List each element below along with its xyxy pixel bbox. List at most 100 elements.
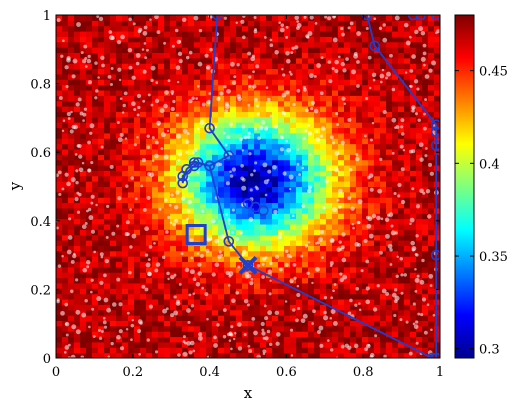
heatmap-cell xyxy=(128,309,135,316)
heatmap-speck xyxy=(229,174,234,178)
heatmap-cell xyxy=(158,84,165,91)
heatmap-cell xyxy=(392,277,399,284)
heatmap-cell xyxy=(56,336,63,343)
heatmap-cell xyxy=(140,165,147,171)
heatmap-cell xyxy=(344,165,351,171)
heatmap-speck xyxy=(131,101,136,107)
heatmap-speck xyxy=(329,317,333,320)
heatmap-cell xyxy=(308,159,315,166)
heatmap-cell xyxy=(290,165,297,171)
heatmap-cell xyxy=(68,299,75,305)
heatmap-cell xyxy=(236,299,243,305)
heatmap-cell xyxy=(350,261,357,268)
heatmap-cell xyxy=(386,197,393,204)
heatmap-cell xyxy=(230,224,237,230)
heatmap-cell xyxy=(326,299,333,305)
heatmap-cell xyxy=(98,234,105,241)
heatmap-cell xyxy=(368,191,375,198)
heatmap-speck xyxy=(327,339,330,342)
heatmap-cell xyxy=(314,336,321,343)
heatmap-cell xyxy=(296,256,303,263)
heatmap-cell xyxy=(146,79,153,86)
heatmap-cell xyxy=(278,181,285,187)
heatmap-cell xyxy=(176,25,183,32)
heatmap-speck xyxy=(422,43,427,48)
heatmap-cell xyxy=(278,68,285,75)
heatmap-speck xyxy=(386,213,391,217)
heatmap-cell xyxy=(380,277,387,284)
heatmap-cell xyxy=(68,106,75,112)
heatmap-cell xyxy=(248,245,255,252)
heatmap-cell xyxy=(326,68,333,75)
heatmap-cell xyxy=(230,127,237,134)
heatmap-cell xyxy=(206,68,213,75)
heatmap-speck xyxy=(73,124,78,130)
heatmap-cell xyxy=(302,90,309,96)
heatmap-cell xyxy=(254,240,261,246)
heatmap-cell xyxy=(320,15,327,21)
heatmap-cell xyxy=(92,202,99,209)
heatmap-cell xyxy=(434,90,440,96)
heatmap-cell xyxy=(320,309,327,316)
heatmap-cell xyxy=(104,47,111,54)
heatmap-cell xyxy=(380,186,387,193)
heatmap-cell xyxy=(362,277,369,284)
heatmap-cell xyxy=(62,197,69,204)
heatmap-cell xyxy=(56,47,63,54)
heatmap-speck xyxy=(56,298,60,302)
heatmap-cell xyxy=(164,315,171,321)
heatmap-cell xyxy=(230,315,237,321)
heatmap-speck xyxy=(329,238,335,244)
heatmap-speck xyxy=(280,136,284,140)
heatmap-cell xyxy=(56,52,63,59)
heatmap-cell xyxy=(218,122,225,129)
heatmap-cell xyxy=(374,191,381,198)
heatmap-cell xyxy=(260,47,267,54)
heatmap-cell xyxy=(140,122,147,129)
heatmap-cell xyxy=(68,63,75,70)
heatmap-cell xyxy=(146,191,153,198)
heatmap-cell xyxy=(110,20,117,27)
heatmap-cell xyxy=(188,234,195,241)
heatmap-cell xyxy=(422,320,429,327)
heatmap-speck xyxy=(76,191,80,195)
heatmap-cell xyxy=(302,282,309,289)
heatmap-speck xyxy=(80,355,85,358)
heatmap-cell xyxy=(326,31,333,37)
heatmap-cell xyxy=(266,47,273,54)
heatmap-cell xyxy=(302,154,309,161)
heatmap-cell xyxy=(236,36,243,43)
heatmap-cell xyxy=(404,213,411,220)
heatmap-cell xyxy=(122,240,129,246)
heatmap-speck xyxy=(423,330,428,335)
heatmap-cell xyxy=(398,47,405,54)
heatmap-cell xyxy=(320,218,327,225)
heatmap-cell xyxy=(80,127,87,134)
heatmap-cell xyxy=(344,84,351,91)
heatmap-cell xyxy=(308,331,315,338)
heatmap-cell xyxy=(386,57,393,64)
heatmap-speck xyxy=(235,290,240,295)
heatmap-cell xyxy=(392,154,399,161)
heatmap-cell xyxy=(134,341,141,348)
heatmap-cell xyxy=(242,127,249,134)
heatmap-cell xyxy=(278,79,285,86)
heatmap-cell xyxy=(56,127,63,134)
heatmap-cell xyxy=(314,15,321,21)
heatmap-cell xyxy=(350,41,357,48)
heatmap-cell xyxy=(110,186,117,193)
heatmap-speck xyxy=(240,19,245,24)
heatmap-cell xyxy=(356,100,363,107)
heatmap-speck xyxy=(423,112,426,116)
heatmap-speck xyxy=(230,325,234,329)
heatmap-cell xyxy=(80,148,87,155)
heatmap-speck xyxy=(284,263,289,267)
heatmap-cell xyxy=(392,122,399,129)
heatmap-speck xyxy=(182,335,186,339)
heatmap-cell xyxy=(182,304,189,311)
heatmap-cell xyxy=(392,111,399,118)
heatmap-cell xyxy=(56,57,63,64)
heatmap-cell xyxy=(314,159,321,166)
heatmap-cell xyxy=(200,57,207,64)
heatmap-cell xyxy=(122,84,129,91)
